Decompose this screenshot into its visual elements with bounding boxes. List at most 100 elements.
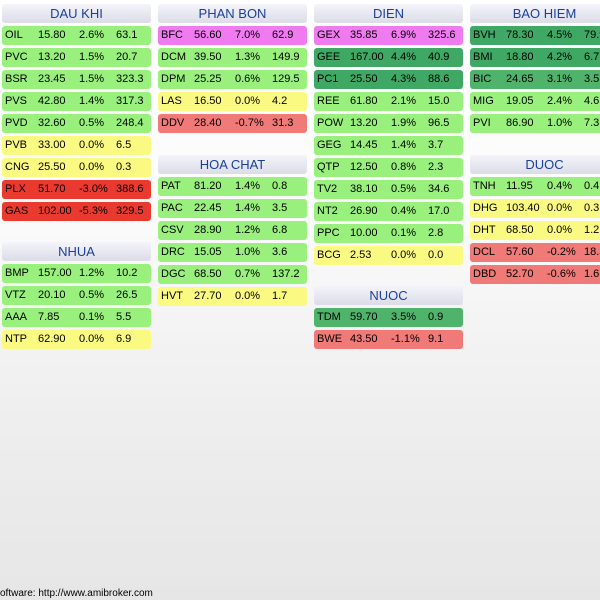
- group-phan-bon: PHAN BON BFC 56.60 7.0% 62.9 DCM 39.50 1.3% 149…: [158, 4, 307, 136]
- stock-tile-hvt[interactable]: HVT 27.70 0.0% 1.7: [158, 287, 307, 306]
- group-nuoc: NUOC TDM 59.70 3.5% 0.9 BWE 43.50 -1.1% 9.1: [314, 286, 463, 352]
- percent-change: 1.4%: [235, 202, 261, 214]
- stock-tile-dcm[interactable]: DCM 39.50 1.3% 149.9: [158, 48, 307, 67]
- percent-change: 0.0%: [547, 202, 573, 214]
- group-header-hoa-chat: HOA CHAT: [158, 155, 307, 174]
- volume-value: 96.5: [428, 117, 450, 129]
- volume-value: 1.7: [272, 290, 288, 302]
- percent-change: -0.6%: [547, 268, 576, 280]
- stock-tile-bfc[interactable]: BFC 56.60 7.0% 62.9: [158, 26, 307, 45]
- stock-tile-pat[interactable]: PAT 81.20 1.4% 0.8: [158, 177, 307, 196]
- price-value: 57.60: [506, 246, 534, 258]
- stock-tile-pow[interactable]: POW 13.20 1.9% 96.5: [314, 114, 463, 133]
- stock-tile-qtp[interactable]: QTP 12.50 0.8% 2.3: [314, 158, 463, 177]
- stock-tile-geg[interactable]: GEG 14.45 1.4% 3.7: [314, 136, 463, 155]
- stock-tile-ddv[interactable]: DDV 28.40 -0.7% 31.3: [158, 114, 307, 133]
- stock-tile-aaa[interactable]: AAA 7.85 0.1% 5.5: [2, 308, 151, 327]
- stock-tile-bmp[interactable]: BMP 157.00 1.2% 10.2: [2, 264, 151, 283]
- volume-value: 388.6: [116, 183, 144, 195]
- group-dien: DIEN GEX 35.85 6.9% 325.6 GEE 167.00 4.4% 40.9 P…: [314, 4, 463, 268]
- stock-tile-oil[interactable]: OIL 15.80 2.6% 63.1: [2, 26, 151, 45]
- ticker-symbol: NT2: [317, 205, 338, 217]
- price-value: 52.70: [506, 268, 534, 280]
- group-rows: BVH 78.30 4.5% 79.9 BMI 18.80 4.2% 6.7 BIC 24.65 3…: [470, 26, 600, 133]
- percent-change: 0.0%: [547, 224, 573, 236]
- price-value: 25.50: [350, 73, 378, 85]
- volume-value: 3.5: [584, 73, 600, 85]
- stock-tile-dgc[interactable]: DGC 68.50 0.7% 137.2: [158, 265, 307, 284]
- ticker-symbol: DHG: [473, 202, 498, 214]
- percent-change: 1.2%: [235, 224, 261, 236]
- stock-tile-bsr[interactable]: BSR 23.45 1.5% 323.3: [2, 70, 151, 89]
- stock-tile-gas[interactable]: GAS 102.00 -5.3% 329.5: [2, 202, 151, 221]
- stock-tile-nt2[interactable]: NT2 26.90 0.4% 17.0: [314, 202, 463, 221]
- stock-tile-vtz[interactable]: VTZ 20.10 0.5% 26.5: [2, 286, 151, 305]
- percent-change: -3.0%: [79, 183, 108, 195]
- price-value: 59.70: [350, 311, 378, 323]
- percent-change: 0.8%: [391, 161, 417, 173]
- ticker-symbol: BFC: [161, 29, 183, 41]
- stock-tile-cng[interactable]: CNG 25.50 0.0% 0.3: [2, 158, 151, 177]
- stock-tile-pvc[interactable]: PVC 13.20 1.5% 20.7: [2, 48, 151, 67]
- stock-tile-plx[interactable]: PLX 51.70 -3.0% 388.6: [2, 180, 151, 199]
- volume-value: 31.3: [272, 117, 294, 129]
- price-value: 26.90: [350, 205, 378, 217]
- stock-tile-mig[interactable]: MIG 19.05 2.4% 4.6: [470, 92, 600, 111]
- price-value: 14.45: [350, 139, 378, 151]
- stock-tile-bcg[interactable]: BCG 2.53 0.0% 0.0: [314, 246, 463, 265]
- percent-change: 4.5%: [547, 29, 573, 41]
- group-rows: GEX 35.85 6.9% 325.6 GEE 167.00 4.4% 40.9 PC1 25.…: [314, 26, 463, 265]
- ticker-symbol: PAC: [161, 202, 183, 214]
- ticker-symbol: OIL: [5, 29, 23, 41]
- percent-change: 7.0%: [235, 29, 261, 41]
- stock-tile-ntp[interactable]: NTP 62.90 0.0% 6.9: [2, 330, 151, 349]
- price-value: 68.50: [506, 224, 534, 236]
- stock-tile-las[interactable]: LAS 16.50 0.0% 4.2: [158, 92, 307, 111]
- price-value: 28.90: [194, 224, 222, 236]
- stock-tile-pc1[interactable]: PC1 25.50 4.3% 88.6: [314, 70, 463, 89]
- stock-tile-pvi[interactable]: PVI 86.90 1.0% 7.3: [470, 114, 600, 133]
- price-value: 23.45: [38, 73, 66, 85]
- stock-tile-pvb[interactable]: PVB 33.00 0.0% 6.5: [2, 136, 151, 155]
- stock-tile-gex[interactable]: GEX 35.85 6.9% 325.6: [314, 26, 463, 45]
- volume-value: 3.5: [272, 202, 288, 214]
- price-value: 16.50: [194, 95, 222, 107]
- stock-tile-bic[interactable]: BIC 24.65 3.1% 3.5: [470, 70, 600, 89]
- price-value: 68.50: [194, 268, 222, 280]
- stock-tile-gee[interactable]: GEE 167.00 4.4% 40.9: [314, 48, 463, 67]
- volume-value: 1.2: [584, 224, 600, 236]
- stock-tile-pac[interactable]: PAC 22.45 1.4% 3.5: [158, 199, 307, 218]
- stock-tile-bwe[interactable]: BWE 43.50 -1.1% 9.1: [314, 330, 463, 349]
- stock-tile-pvd[interactable]: PVD 32.60 0.5% 248.4: [2, 114, 151, 133]
- stock-tile-dpm[interactable]: DPM 25.25 0.6% 129.5: [158, 70, 307, 89]
- stock-tile-dcl[interactable]: DCL 57.60 -0.2% 18.3: [470, 243, 600, 262]
- volume-value: 2.3: [428, 161, 444, 173]
- stock-tile-dbd[interactable]: DBD 52.70 -0.6% 1.6: [470, 265, 600, 284]
- stock-tile-tnh[interactable]: TNH 11.95 0.4% 0.4: [470, 177, 600, 196]
- stock-tile-pvs[interactable]: PVS 42.80 1.4% 317.3: [2, 92, 151, 111]
- ticker-symbol: VTZ: [5, 289, 26, 301]
- stock-tile-tdm[interactable]: TDM 59.70 3.5% 0.9: [314, 308, 463, 327]
- percent-change: 1.0%: [235, 246, 261, 258]
- stock-tile-ppc[interactable]: PPC 10.00 0.1% 2.8: [314, 224, 463, 243]
- volume-value: 0.3: [584, 202, 600, 214]
- stock-tile-drc[interactable]: DRC 15.05 1.0% 3.6: [158, 243, 307, 262]
- stock-tile-tv2[interactable]: TV2 38.10 0.5% 34.6: [314, 180, 463, 199]
- group-rows: BFC 56.60 7.0% 62.9 DCM 39.50 1.3% 149.9 DPM 25.2…: [158, 26, 307, 133]
- stock-tile-ree[interactable]: REE 61.80 2.1% 15.0: [314, 92, 463, 111]
- group-header-dau-khi: DAU KHI: [2, 4, 151, 23]
- percent-change: 0.1%: [391, 227, 417, 239]
- price-value: 32.60: [38, 117, 66, 129]
- volume-value: 0.4: [584, 180, 600, 192]
- stock-tile-dht[interactable]: DHT 68.50 0.0% 1.2: [470, 221, 600, 240]
- volume-value: 1.6: [584, 268, 600, 280]
- price-value: 103.40: [506, 202, 540, 214]
- ticker-symbol: PPC: [317, 227, 340, 239]
- stock-tile-csv[interactable]: CSV 28.90 1.2% 6.8: [158, 221, 307, 240]
- stock-tile-bvh[interactable]: BVH 78.30 4.5% 79.9: [470, 26, 600, 45]
- ticker-symbol: DRC: [161, 246, 185, 258]
- stock-tile-bmi[interactable]: BMI 18.80 4.2% 6.7: [470, 48, 600, 67]
- stock-tile-dhg[interactable]: DHG 103.40 0.0% 0.3: [470, 199, 600, 218]
- volume-value: 10.2: [116, 267, 138, 279]
- percent-change: 1.4%: [79, 95, 105, 107]
